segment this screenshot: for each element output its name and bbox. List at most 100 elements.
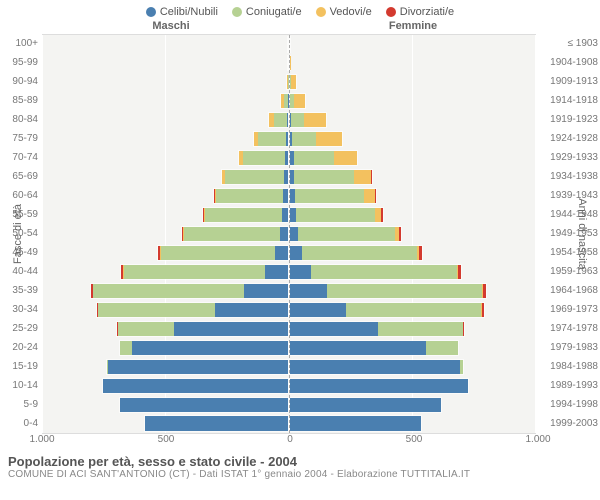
male-bar	[119, 397, 289, 413]
bar-segment	[371, 170, 372, 184]
birth-year-label: 1999-2003	[536, 415, 598, 434]
age-label: 80-84	[0, 110, 42, 129]
male-bar	[202, 207, 289, 223]
female-half	[289, 35, 535, 433]
bar-segment	[205, 208, 282, 222]
male-bar	[90, 283, 290, 299]
bar-row	[289, 187, 535, 206]
bar-segment	[132, 341, 288, 355]
bar-segment	[354, 170, 371, 184]
x-tick-label: 1.000	[29, 434, 54, 445]
bar-segment	[378, 322, 463, 336]
chart-footer: Popolazione per età, sesso e stato civil…	[0, 450, 600, 480]
bar-segment	[275, 246, 288, 260]
female-bar	[289, 188, 377, 204]
bar-row	[43, 414, 289, 433]
bar-segment	[258, 132, 286, 146]
bar-segment	[98, 303, 215, 317]
female-bar	[289, 226, 402, 242]
bar-row	[289, 300, 535, 319]
bar-row	[43, 206, 289, 225]
bar-row	[43, 319, 289, 338]
female-bar	[289, 169, 373, 185]
female-bar	[289, 74, 297, 90]
chart-subtitle: COMUNE DI ACI SANT'ANTONIO (CT) - Dati I…	[8, 469, 592, 480]
birth-year-label: 1944-1948	[536, 205, 598, 224]
x-tick-label: 500	[406, 434, 423, 445]
bar-segment	[290, 416, 421, 430]
age-label: 15-19	[0, 358, 42, 377]
bar-segment	[124, 265, 265, 279]
bar-segment	[274, 113, 287, 127]
female-bar	[289, 264, 462, 280]
male-bar	[157, 245, 289, 261]
bar-row	[289, 357, 535, 376]
age-label: 90-94	[0, 72, 42, 91]
bar-row	[289, 225, 535, 244]
bar-segment	[291, 113, 304, 127]
male-bar	[268, 112, 289, 128]
column-headers: Maschi Femmine	[0, 20, 600, 34]
bar-segment	[483, 284, 486, 298]
legend-label: Coniugati/e	[246, 6, 302, 18]
bar-segment	[375, 189, 376, 203]
female-bar	[289, 283, 487, 299]
bar-segment	[243, 151, 286, 165]
bar-row	[289, 35, 535, 54]
female-bar	[289, 112, 327, 128]
bar-row	[289, 111, 535, 130]
bar-segment	[364, 189, 375, 203]
female-bar	[289, 359, 464, 375]
age-label: 25-29	[0, 320, 42, 339]
bar-segment	[290, 322, 378, 336]
male-bar	[102, 378, 289, 394]
birth-year-label: 1919-1923	[536, 110, 598, 129]
female-bar	[289, 397, 442, 413]
bar-segment	[399, 227, 401, 241]
age-label: 65-69	[0, 167, 42, 186]
bar-segment	[419, 246, 421, 260]
birth-year-axis: ≤ 19031904-19081909-19131914-19181919-19…	[536, 34, 600, 434]
legend-item: Divorziati/e	[386, 6, 454, 18]
birth-year-label: 1994-1998	[536, 396, 598, 415]
bar-segment	[346, 303, 481, 317]
age-label: 5-9	[0, 396, 42, 415]
female-bar	[289, 131, 343, 147]
birth-year-label: 1989-1993	[536, 377, 598, 396]
bar-row	[43, 395, 289, 414]
bar-row	[289, 54, 535, 73]
birth-year-label: 1979-1983	[536, 339, 598, 358]
bar-segment	[381, 208, 382, 222]
bar-row	[289, 338, 535, 357]
birth-year-label: 1974-1978	[536, 320, 598, 339]
bar-row	[289, 168, 535, 187]
bar-segment	[290, 246, 302, 260]
bar-segment	[290, 360, 460, 374]
male-bar	[181, 226, 289, 242]
bar-row	[289, 149, 535, 168]
plot-area	[42, 34, 536, 434]
age-label: 75-79	[0, 129, 42, 148]
bar-segment	[244, 284, 288, 298]
bar-row	[289, 319, 535, 338]
gridline	[535, 35, 536, 433]
birth-year-label: 1964-1968	[536, 282, 598, 301]
male-half	[43, 35, 289, 433]
female-header: Femmine	[292, 20, 534, 32]
bar-segment	[280, 227, 288, 241]
bar-segment	[93, 284, 244, 298]
bar-row	[43, 92, 289, 111]
bar-segment	[304, 113, 326, 127]
bar-segment	[174, 322, 288, 336]
female-bar	[289, 150, 358, 166]
bar-segment	[290, 227, 298, 241]
bar-row	[43, 281, 289, 300]
bar-segment	[282, 208, 288, 222]
bar-segment	[294, 170, 354, 184]
y-axis-label-right: Anni di nascita	[576, 198, 588, 270]
bar-row	[289, 130, 535, 149]
birth-year-label: 1949-1953	[536, 224, 598, 243]
male-bar	[120, 264, 289, 280]
bar-segment	[298, 227, 395, 241]
bar-segment	[426, 341, 458, 355]
